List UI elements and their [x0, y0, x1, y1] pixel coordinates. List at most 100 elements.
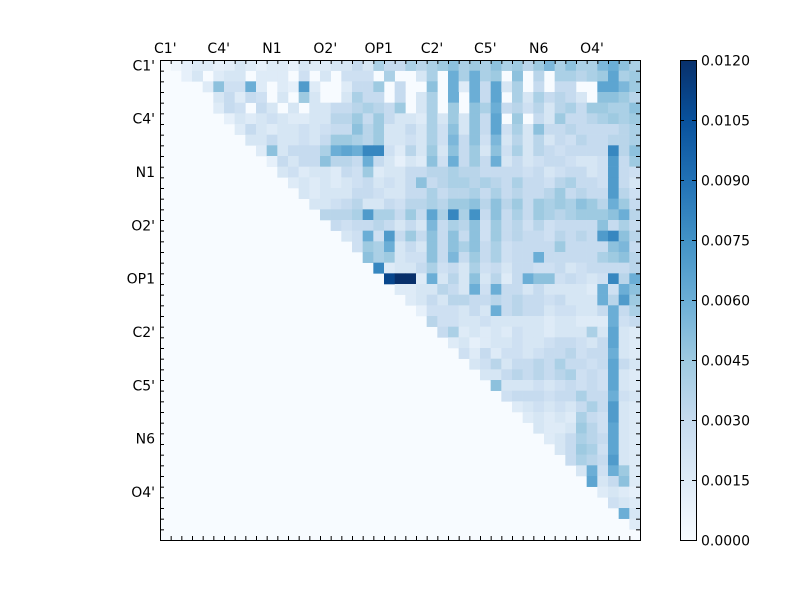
heatmap-cell [544, 305, 555, 317]
heatmap-cell [384, 262, 395, 274]
heatmap-cell [576, 380, 587, 391]
heatmap-cell [565, 81, 577, 93]
heatmap-cell [565, 70, 577, 82]
heatmap-cell [234, 113, 246, 125]
heatmap-cell [234, 92, 246, 103]
heatmap-cell [458, 284, 470, 295]
heatmap-cell [554, 316, 566, 327]
heatmap-cell [618, 316, 630, 327]
heatmap-cell [266, 60, 278, 71]
heatmap-cell [501, 166, 513, 178]
heatmap-cell [298, 134, 310, 146]
heatmap-cell [245, 81, 257, 93]
heatmap-cell [608, 262, 619, 274]
heatmap-cell [330, 60, 342, 71]
heatmap-cell [480, 369, 491, 381]
heatmap-cell [586, 156, 598, 167]
heatmap-cell [618, 454, 630, 466]
heatmap-cell [512, 124, 523, 135]
heatmap-cell [384, 102, 395, 114]
heatmap-cell [512, 113, 523, 125]
heatmap-cell [565, 284, 577, 295]
heatmap-cell [565, 230, 577, 242]
heatmap-cell [608, 465, 619, 477]
heatmap-cell [437, 156, 449, 167]
heatmap-cell [618, 209, 630, 221]
heatmap-cell [266, 102, 278, 114]
heatmap-cell [533, 177, 545, 189]
heatmap-cell [490, 369, 502, 381]
y-tick-label: N1 [136, 165, 155, 181]
heatmap-cell [458, 156, 470, 167]
heatmap-cell [437, 220, 449, 231]
heatmap-cell [341, 81, 353, 93]
heatmap-cell [512, 390, 523, 402]
heatmap-cell [256, 92, 267, 103]
heatmap-cell [458, 177, 470, 189]
heatmap-cell [544, 273, 555, 285]
heatmap-cell [298, 81, 310, 93]
heatmap-cell [224, 92, 235, 103]
heatmap-cell [597, 337, 609, 349]
heatmap-cell [554, 166, 566, 178]
heatmap-cell [586, 337, 598, 349]
heatmap-cell [512, 380, 523, 391]
heatmap-cell [618, 433, 630, 445]
heatmap-cell [629, 294, 641, 306]
y-tick-label: C1' [132, 58, 155, 74]
heatmap-cell [437, 252, 449, 263]
heatmap-cell [629, 102, 641, 114]
heatmap-cell [618, 60, 630, 71]
heatmap-cell [576, 60, 587, 71]
heatmap-cell [320, 145, 331, 157]
heatmap-cell [629, 412, 641, 423]
heatmap-cell [618, 81, 630, 93]
heatmap-cell [416, 124, 427, 135]
heatmap-cell [490, 273, 502, 285]
heatmap-cell [480, 284, 491, 295]
heatmap-cell [192, 60, 203, 71]
heatmap-cell [277, 145, 289, 157]
heatmap-cell [608, 305, 619, 317]
heatmap-cell [544, 156, 555, 167]
heatmap-cell [309, 60, 321, 71]
heatmap-cell [234, 102, 246, 114]
heatmap-cell [416, 177, 427, 189]
heatmap-cell [416, 166, 427, 178]
heatmap-cell [394, 177, 406, 189]
heatmap-cell [629, 422, 641, 434]
heatmap-cell [608, 102, 619, 114]
heatmap-cell [341, 60, 353, 71]
plot-frame [160, 60, 641, 541]
heatmap-cell [341, 198, 353, 210]
heatmap-cell [245, 92, 257, 103]
heatmap-cell [362, 70, 374, 82]
heatmap-cell [565, 241, 577, 253]
heatmap-cell [608, 113, 619, 125]
heatmap-cell [544, 177, 555, 189]
heatmap-cell [522, 209, 534, 221]
heatmap-cell [544, 92, 555, 103]
heatmap-cell [490, 380, 502, 391]
heatmap-cell [629, 252, 641, 263]
heatmap-cell [576, 422, 587, 434]
heatmap-cell [618, 380, 630, 391]
heatmap-cell [384, 70, 395, 82]
heatmap-cell [608, 497, 619, 509]
heatmap-cell [554, 252, 566, 263]
heatmap-cell [576, 230, 587, 242]
heatmap-cell [512, 252, 523, 263]
heatmap-cell [522, 390, 534, 402]
heatmap-cell [554, 337, 566, 349]
heatmap-cell [320, 177, 331, 189]
heatmap-cell [597, 401, 609, 413]
heatmap-cell [544, 209, 555, 221]
heatmap-cell [565, 166, 577, 178]
heatmap-cell [405, 230, 417, 242]
heatmap-cell [586, 422, 598, 434]
heatmap-cell [437, 134, 449, 146]
heatmap-cell [554, 145, 566, 157]
heatmap-cell [608, 380, 619, 391]
heatmap-cell [341, 220, 353, 231]
heatmap-cell [554, 70, 566, 82]
